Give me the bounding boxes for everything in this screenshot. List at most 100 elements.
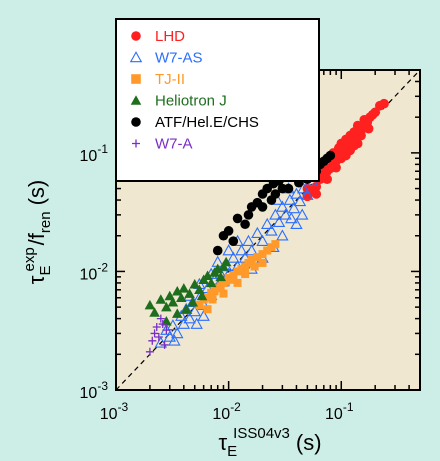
data-point: [258, 258, 267, 267]
data-point: [205, 277, 217, 288]
data-point: [184, 288, 195, 298]
data-point: [178, 283, 190, 293]
series-heliotron-j: [144, 256, 232, 326]
data-point: [241, 270, 250, 279]
legend-label: W7-A: [155, 136, 193, 153]
y-axis-label-unit: (s): [24, 180, 49, 206]
data-point: [295, 208, 309, 220]
legend-marker: [130, 95, 142, 105]
data-point: [229, 271, 238, 280]
data-point: [257, 202, 268, 212]
data-point: [279, 208, 292, 220]
legend-item: W7-A: [132, 136, 193, 153]
data-point: [144, 299, 156, 310]
data-point: [176, 292, 187, 302]
data-point: [195, 301, 204, 310]
data-point: [197, 309, 210, 321]
data-point: [287, 202, 301, 214]
legend-marker: [132, 139, 140, 148]
data-point: [246, 202, 257, 212]
data-point: [202, 270, 213, 280]
data-point: [158, 320, 167, 329]
data-point: [258, 250, 267, 259]
data-point: [167, 296, 179, 307]
data-point: [331, 162, 341, 173]
data-point: [293, 194, 307, 207]
y-axis-label-sub: E: [37, 266, 54, 276]
data-point: [263, 246, 272, 255]
data-point: [363, 123, 374, 134]
data-point: [301, 188, 314, 200]
data-point: [256, 234, 269, 246]
legend-item: W7-AS: [129, 50, 203, 67]
data-point: [283, 193, 297, 205]
data-point: [189, 278, 201, 289]
data-point: [247, 255, 256, 264]
data-point: [155, 294, 167, 304]
data-point: [232, 213, 243, 224]
data-point: [260, 217, 274, 230]
data-point: [162, 326, 171, 335]
data-point: [277, 183, 288, 194]
data-point: [218, 230, 229, 241]
legend-label: ATF/Hel.E/CHS: [155, 114, 259, 131]
data-point: [156, 314, 165, 323]
data-point: [154, 332, 163, 341]
data-point: [212, 263, 224, 274]
data-point: [203, 293, 212, 302]
data-point: [188, 305, 201, 317]
data-point: [290, 217, 303, 230]
data-point: [285, 212, 298, 224]
data-point: [172, 286, 183, 296]
y-tick-label: 10-1: [80, 142, 109, 165]
data-point: [229, 275, 238, 284]
series-w7-a: [145, 314, 171, 356]
legend-item: LHD: [131, 28, 185, 45]
data-point: [203, 305, 212, 314]
data-point: [220, 256, 232, 267]
data-point: [227, 251, 240, 263]
data-point: [265, 224, 278, 236]
data-point: [196, 290, 208, 301]
legend-item: ATF/Hel.E/CHS: [131, 114, 259, 131]
y-axis-label: τEexp/fren (s): [21, 180, 54, 284]
data-point: [322, 174, 332, 184]
data-point: [145, 347, 154, 356]
data-point: [250, 262, 259, 271]
x-axis-label-symbol: τ: [218, 430, 227, 455]
data-point: [222, 244, 235, 256]
data-point: [359, 115, 370, 125]
data-point: [242, 234, 255, 246]
data-point: [311, 189, 322, 199]
data-point: [177, 317, 191, 329]
data-point: [297, 182, 310, 194]
data-point: [379, 98, 389, 109]
data-point: [154, 336, 168, 348]
y-tick-label: 10-2: [80, 260, 109, 283]
legend-marker: [131, 117, 141, 127]
data-point: [251, 226, 264, 239]
x-axis-label: τEISS04v3 (s): [218, 425, 321, 460]
data-point: [272, 215, 286, 228]
data-point: [168, 334, 181, 346]
x-tick-label: 10-1: [325, 400, 354, 423]
data-point: [215, 271, 226, 282]
legend-item: TJ-II: [131, 71, 185, 88]
y-axis-label-slash: /f: [24, 232, 49, 245]
legend-label: Heliotron J: [155, 93, 227, 110]
data-point: [219, 289, 228, 298]
data-point: [240, 219, 250, 230]
data-point: [212, 245, 223, 256]
data-point: [208, 295, 217, 304]
data-point: [150, 329, 159, 338]
data-point: [171, 327, 184, 339]
axis-ticks: 10-3 10-2 10-1 10-3 10-2 10-1: [80, 69, 421, 423]
data-point: [228, 236, 239, 246]
data-point: [148, 336, 157, 345]
data-point: [224, 274, 233, 283]
x-axis-label-sub: E: [227, 443, 237, 460]
data-point: [190, 317, 203, 329]
data-point: [352, 138, 363, 149]
data-point: [290, 187, 303, 199]
